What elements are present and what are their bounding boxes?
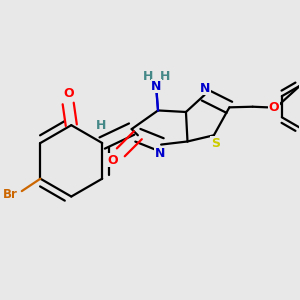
Text: O: O (108, 154, 118, 166)
Text: H: H (160, 70, 170, 83)
Text: O: O (268, 101, 279, 114)
Text: N: N (151, 80, 162, 93)
Text: S: S (211, 136, 220, 149)
Text: H: H (142, 70, 153, 83)
Text: N: N (154, 147, 165, 161)
Text: O: O (63, 87, 74, 100)
Text: Br: Br (3, 188, 17, 201)
Text: N: N (200, 82, 210, 94)
Text: H: H (95, 119, 106, 133)
